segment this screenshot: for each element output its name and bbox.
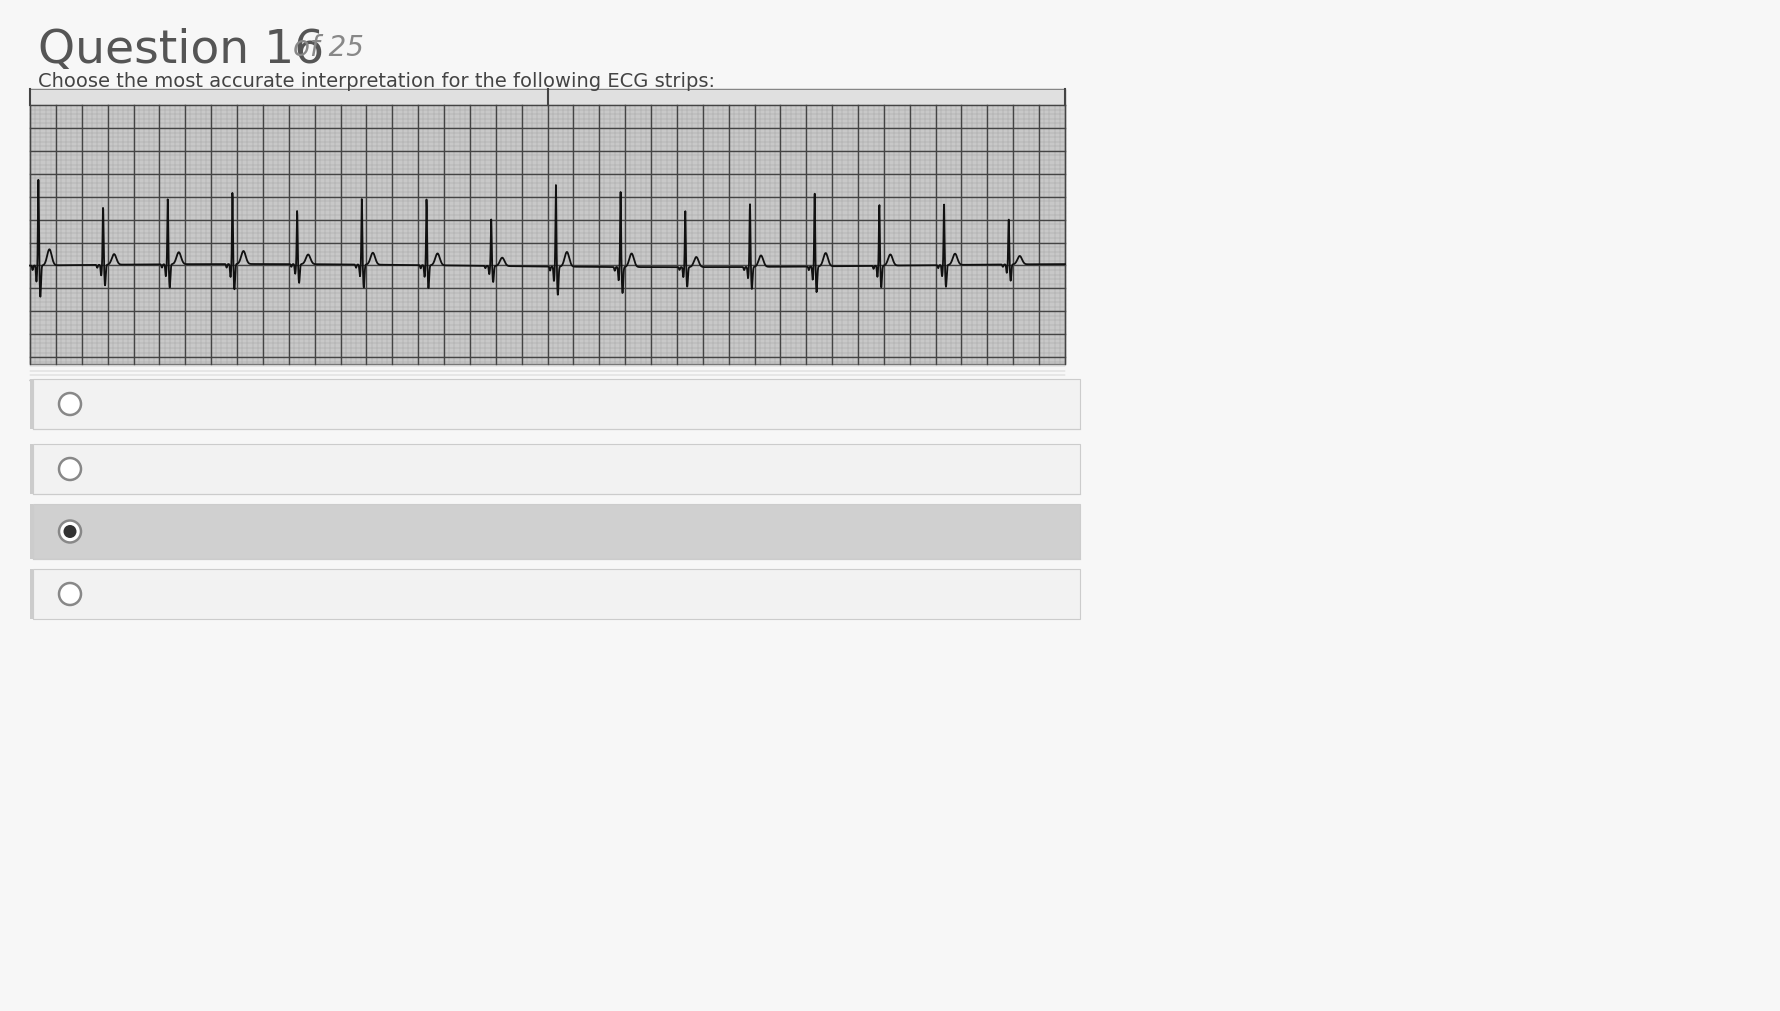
FancyBboxPatch shape — [30, 504, 34, 559]
FancyBboxPatch shape — [34, 504, 1080, 559]
FancyBboxPatch shape — [30, 379, 34, 430]
Circle shape — [64, 526, 77, 539]
Circle shape — [59, 459, 82, 480]
Text: Normal Sinus Rhythm: Normal Sinus Rhythm — [96, 394, 322, 415]
FancyBboxPatch shape — [30, 445, 34, 494]
Circle shape — [59, 583, 82, 606]
FancyBboxPatch shape — [30, 90, 1064, 365]
Text: Junctional Tachycardia: Junctional Tachycardia — [96, 522, 328, 542]
FancyBboxPatch shape — [34, 445, 1080, 494]
Text: of 25: of 25 — [294, 34, 363, 62]
Text: Choose the most accurate interpretation for the following ECG strips:: Choose the most accurate interpretation … — [37, 72, 716, 91]
Circle shape — [59, 393, 82, 416]
FancyBboxPatch shape — [34, 379, 1080, 430]
FancyBboxPatch shape — [30, 90, 1064, 106]
Circle shape — [59, 521, 82, 543]
Text: Question 16: Question 16 — [37, 28, 324, 73]
Text: Sinus Tachycardia: Sinus Tachycardia — [96, 460, 283, 479]
FancyBboxPatch shape — [30, 569, 34, 620]
FancyBboxPatch shape — [34, 569, 1080, 620]
Text: Atrial Flutter: Atrial Flutter — [96, 584, 226, 605]
